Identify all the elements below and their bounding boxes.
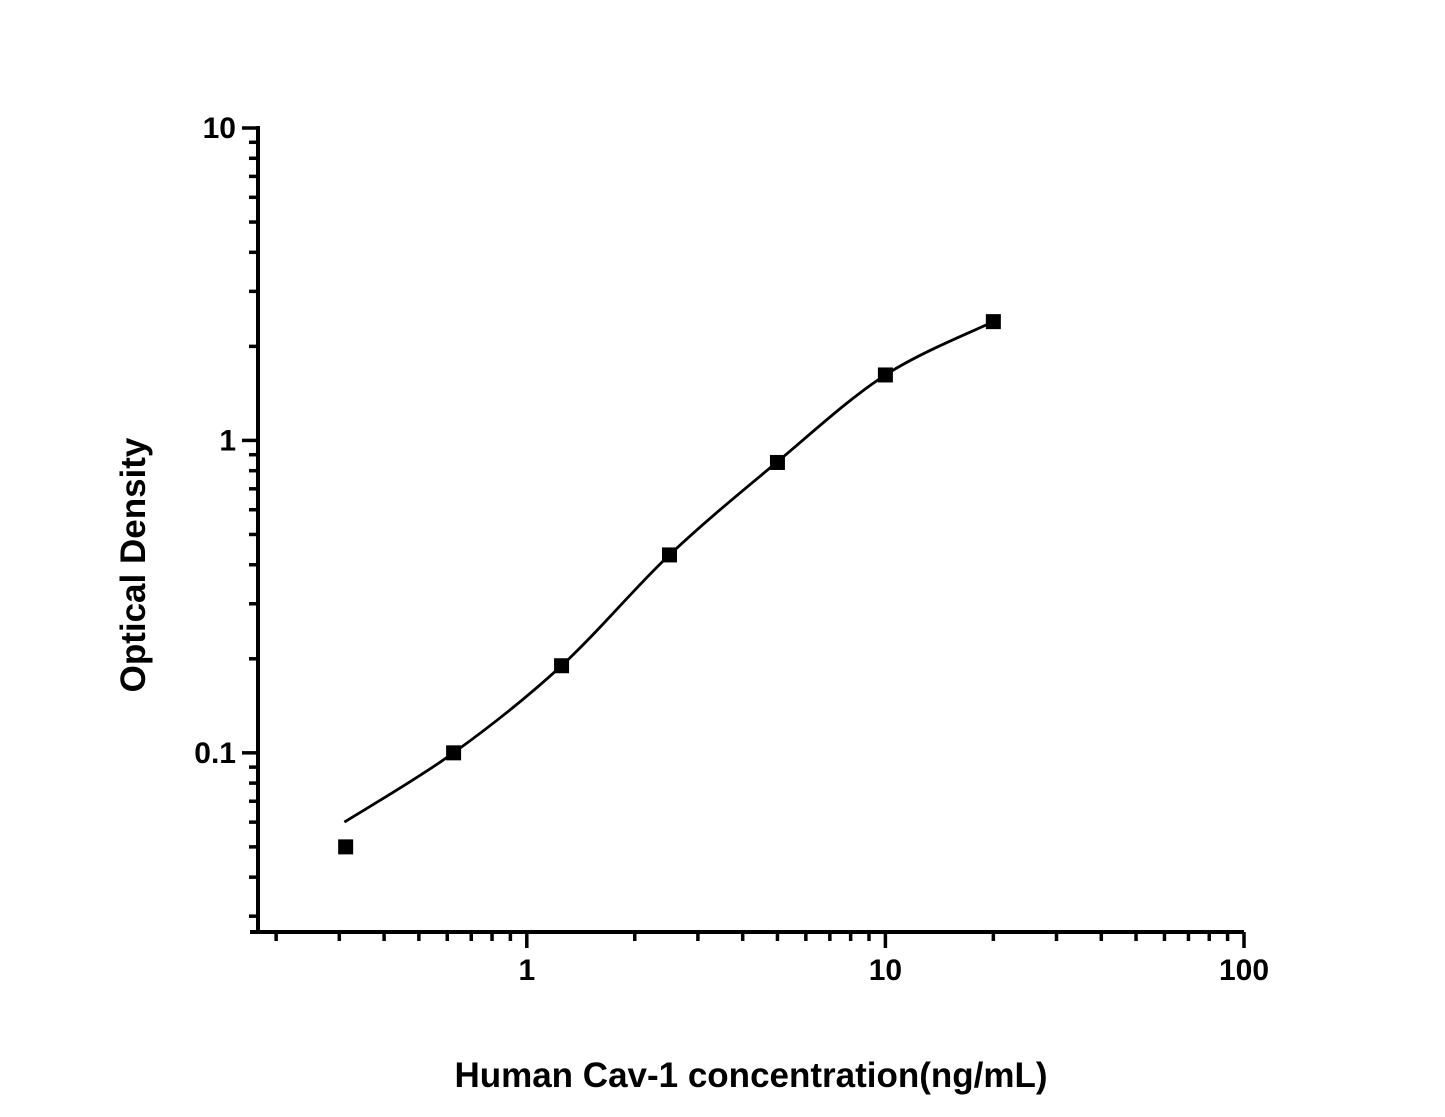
x-axis-title: Human Cav-1 concentration(ng/mL) [454,1056,1048,1095]
y-tick-label: 10 [203,112,236,145]
x-tick-label: 100 [1219,954,1269,987]
data-point-marker [985,314,1001,330]
data-point-marker [877,367,893,383]
y-tick-label: 0.1 [194,737,236,770]
data-point-marker [769,454,785,470]
y-tick-label: 1 [219,424,236,457]
fit-curve [343,320,994,824]
data-point-marker [554,658,570,674]
x-tick-label: 1 [518,954,535,987]
y-axis-title: Optical Density [114,437,153,693]
x-tick-label: 10 [869,954,902,987]
data-point-marker [662,547,678,563]
data-point-marker [446,745,462,761]
data-point-marker [338,839,354,855]
